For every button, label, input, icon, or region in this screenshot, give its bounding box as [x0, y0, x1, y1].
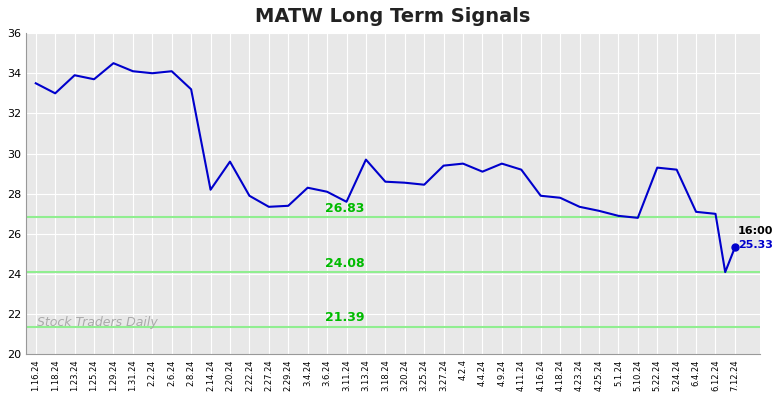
Text: 16:00: 16:00: [738, 226, 773, 236]
Text: Stock Traders Daily: Stock Traders Daily: [37, 316, 158, 329]
Text: 26.83: 26.83: [325, 202, 365, 215]
Text: 21.39: 21.39: [325, 311, 365, 324]
Text: 25.33: 25.33: [738, 240, 773, 250]
Title: MATW Long Term Signals: MATW Long Term Signals: [256, 7, 531, 26]
Text: 24.08: 24.08: [325, 257, 365, 270]
